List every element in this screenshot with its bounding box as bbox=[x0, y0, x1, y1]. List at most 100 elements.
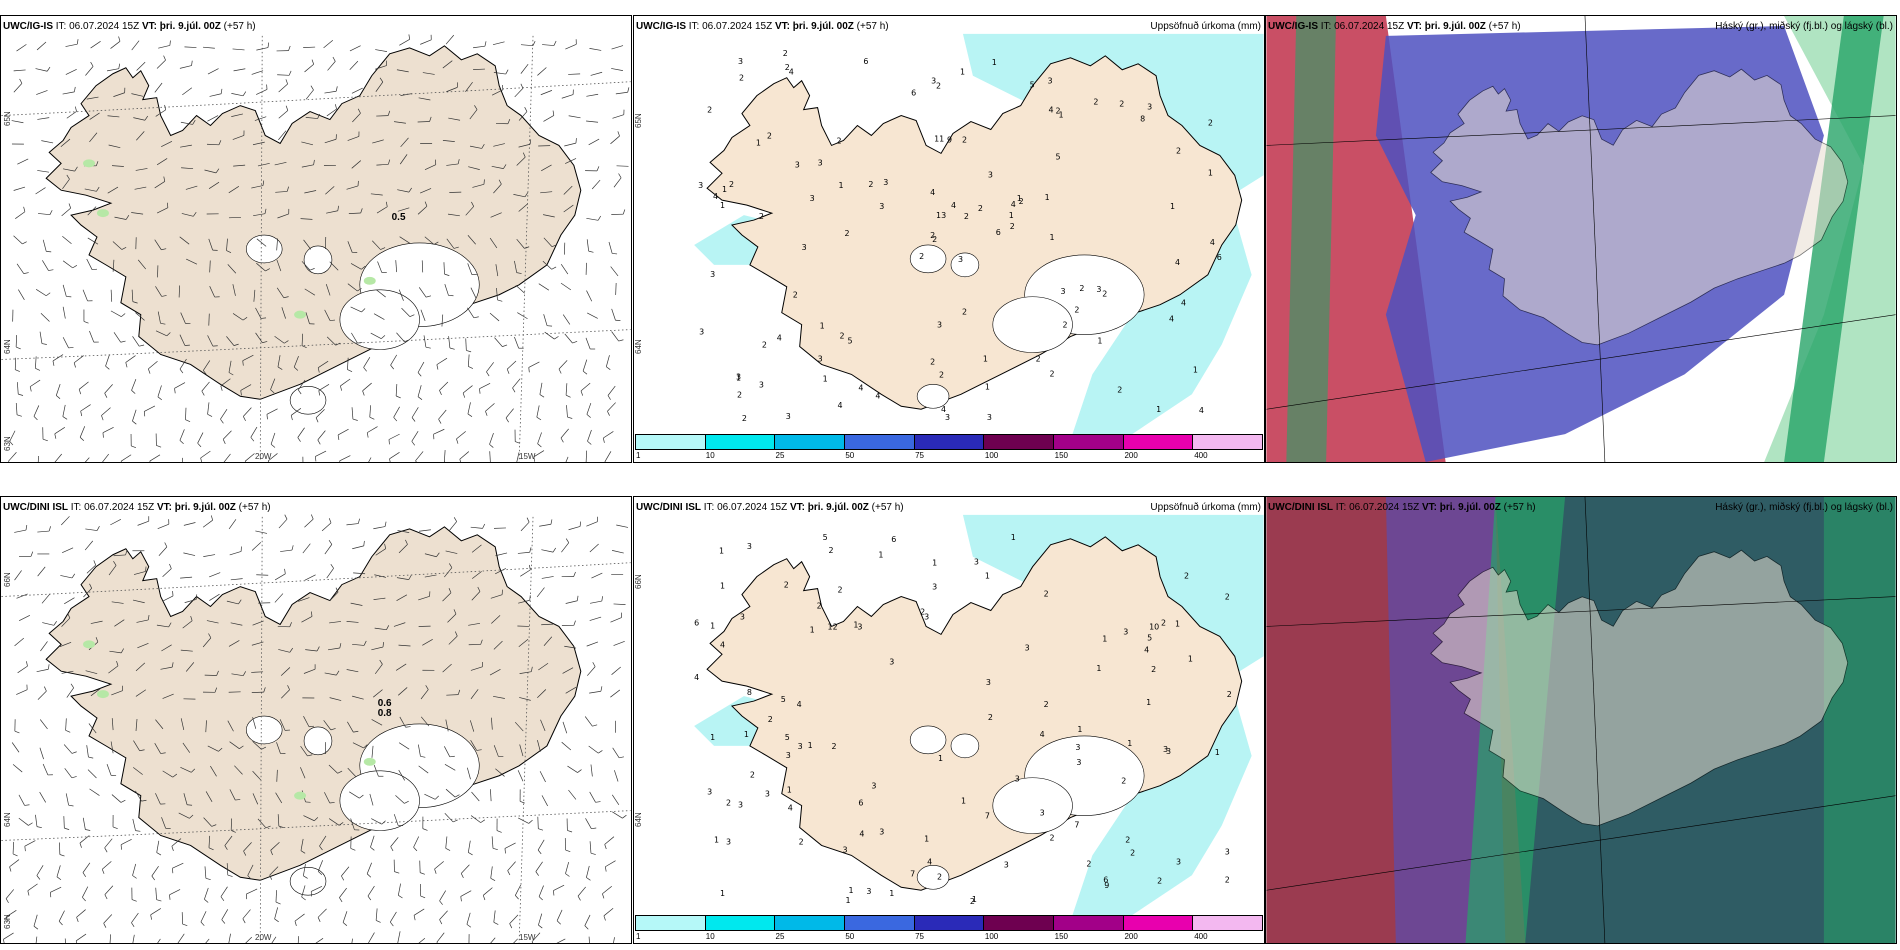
precip-value-label: 1 bbox=[960, 68, 965, 77]
precip-value-label: 1 bbox=[961, 797, 966, 806]
precip-value-label: 3 bbox=[1075, 743, 1080, 752]
precip-value-label: 3 bbox=[1123, 627, 1128, 636]
precip-value-label: 1 bbox=[823, 374, 828, 383]
precip-value-label: 3 bbox=[1166, 747, 1171, 756]
precip-value-label: 1 bbox=[853, 620, 858, 629]
precip-values: 1233213322653365107122324131191222331131… bbox=[694, 533, 1232, 906]
legend-tick-label: 150 bbox=[1054, 451, 1069, 460]
panel-right-title: Háský (gr.), miðský (fj.bl.) og lágský (… bbox=[1715, 502, 1893, 513]
it-value: 06.07.2024 15Z bbox=[84, 502, 155, 513]
precip-value-label: 3 bbox=[932, 583, 937, 592]
legend-tick-label: 75 bbox=[915, 932, 925, 941]
precip-value-label: 1 bbox=[845, 896, 850, 905]
precip-value-label: 8 bbox=[747, 688, 752, 697]
legend-tick-label: 1 bbox=[636, 932, 641, 941]
precip-map: 3123453226442225311343219222213122132221… bbox=[634, 16, 1264, 462]
precip-value-label: 4 bbox=[1049, 106, 1054, 115]
vt-label: VT: bbox=[141, 21, 157, 32]
legend-tick-label: 150 bbox=[1054, 932, 1069, 941]
precip-value-label: 3 bbox=[937, 321, 942, 330]
precip-value-label: 2 bbox=[837, 136, 842, 145]
precip-value-label: 2 bbox=[726, 799, 731, 808]
precip-value-label: 2 bbox=[1044, 590, 1049, 599]
precip-value-label: 5 bbox=[781, 695, 786, 704]
glacier bbox=[339, 289, 420, 350]
precip-value-label: 3 bbox=[987, 413, 992, 422]
precip-values: 3123453226442225311343219222213122132221… bbox=[698, 49, 1222, 423]
precip-value-label: 1 bbox=[1170, 202, 1175, 211]
legend-swatch bbox=[705, 435, 776, 449]
precip-value-label: 1 bbox=[736, 373, 741, 382]
precip-value-label: 3 bbox=[879, 202, 884, 211]
glacier bbox=[950, 733, 980, 759]
precip-value-label: 1 bbox=[808, 741, 813, 750]
precip-value-label: 3 bbox=[879, 827, 884, 836]
lat-label: 64N bbox=[3, 812, 12, 827]
precip-value-label: 1 bbox=[1017, 194, 1022, 203]
legend-swatch bbox=[984, 435, 1055, 449]
lon-label: 15W bbox=[519, 452, 536, 461]
precip-value-label: 3 bbox=[1025, 643, 1030, 652]
precip-value-label: 2 bbox=[785, 63, 790, 72]
precip-value-label: 7 bbox=[910, 869, 915, 878]
precip-value-label: 2 bbox=[839, 332, 844, 341]
vt-value: þri. 9.júl. 00Z bbox=[1439, 502, 1501, 513]
precip-value-label: 3 bbox=[765, 790, 770, 799]
precip-value-label: 1 bbox=[1175, 619, 1180, 628]
precip-value-label: 2 bbox=[739, 74, 744, 83]
legend-tick-label: 25 bbox=[775, 451, 785, 460]
lon-label: 15W bbox=[519, 933, 536, 942]
vt-value: þri. 9.júl. 00Z bbox=[174, 502, 236, 513]
glacier bbox=[916, 384, 950, 409]
precip-value-label: 7 bbox=[1074, 821, 1079, 830]
precip-value-label: 4 bbox=[789, 68, 794, 77]
legend-tick-label: 50 bbox=[845, 932, 855, 941]
precip-value-label: 2 bbox=[936, 82, 941, 91]
lat-label: 66N bbox=[634, 574, 643, 589]
precip-value-label: 1 bbox=[720, 582, 725, 591]
precip-value-label: 2 bbox=[767, 131, 772, 140]
precip-color-legend bbox=[635, 434, 1263, 450]
glacier bbox=[303, 245, 333, 275]
precip-value-label: 4 bbox=[941, 405, 946, 414]
wind-panel-igis: UWC/IG-IS IT: 06.07.2024 15Z VT: þri. 9.… bbox=[0, 15, 632, 463]
precip-value-label: 4 bbox=[838, 401, 843, 410]
precip-value-label: 3 bbox=[1015, 775, 1020, 784]
lead-time: (+57 h) bbox=[1503, 502, 1536, 513]
precip-value-label: 4 bbox=[777, 334, 782, 343]
legend-swatch bbox=[984, 916, 1055, 930]
rain-patch bbox=[83, 640, 95, 649]
precip-value-label: 2 bbox=[1044, 700, 1049, 709]
precip-value-label: 6 bbox=[996, 228, 1001, 237]
legend-tick-label: 400 bbox=[1194, 451, 1208, 460]
precip-value-label: 3 bbox=[871, 782, 876, 791]
precip-value-label: 3 bbox=[958, 255, 963, 264]
vt-label: VT: bbox=[156, 502, 172, 513]
precip-value-label: 3 bbox=[1163, 745, 1168, 754]
precip-value-label: 1 bbox=[722, 185, 727, 194]
it-value: 06.07.2024 15Z bbox=[1334, 21, 1405, 32]
precip-value-label: 1 bbox=[983, 354, 988, 363]
precip-value-label: 3 bbox=[802, 243, 807, 252]
glacier bbox=[339, 770, 420, 831]
precip-value-label: 2 bbox=[920, 607, 925, 616]
vt-value: þri. 9.júl. 00Z bbox=[792, 21, 854, 32]
vt-value: þri. 9.júl. 00Z bbox=[1424, 21, 1486, 32]
panel-header: UWC/IG-IS IT: 06.07.2024 15Z VT: þri. 9.… bbox=[3, 20, 628, 34]
lat-label: 65N bbox=[634, 113, 643, 128]
precip-value-label: 3 bbox=[1076, 758, 1081, 767]
precip-value-label: 1 bbox=[756, 138, 761, 147]
rain-patch bbox=[363, 276, 376, 285]
rain-patch bbox=[363, 757, 376, 766]
precip-value-label: 2 bbox=[930, 231, 935, 240]
precip-value-label: 2 bbox=[964, 212, 969, 221]
lead-time: (+57 h) bbox=[1488, 21, 1521, 32]
precip-value-label: 6 bbox=[1217, 253, 1222, 262]
it-value: 06.07.2024 15Z bbox=[702, 21, 773, 32]
precip-value-label: 2 bbox=[1062, 321, 1067, 330]
legend-tick-label: 200 bbox=[1124, 932, 1138, 941]
precip-value-label: 2 bbox=[978, 204, 983, 213]
glacier bbox=[289, 867, 327, 896]
precip-value-label: 3 bbox=[1096, 285, 1101, 294]
precip-value-label: 2 bbox=[962, 308, 967, 317]
